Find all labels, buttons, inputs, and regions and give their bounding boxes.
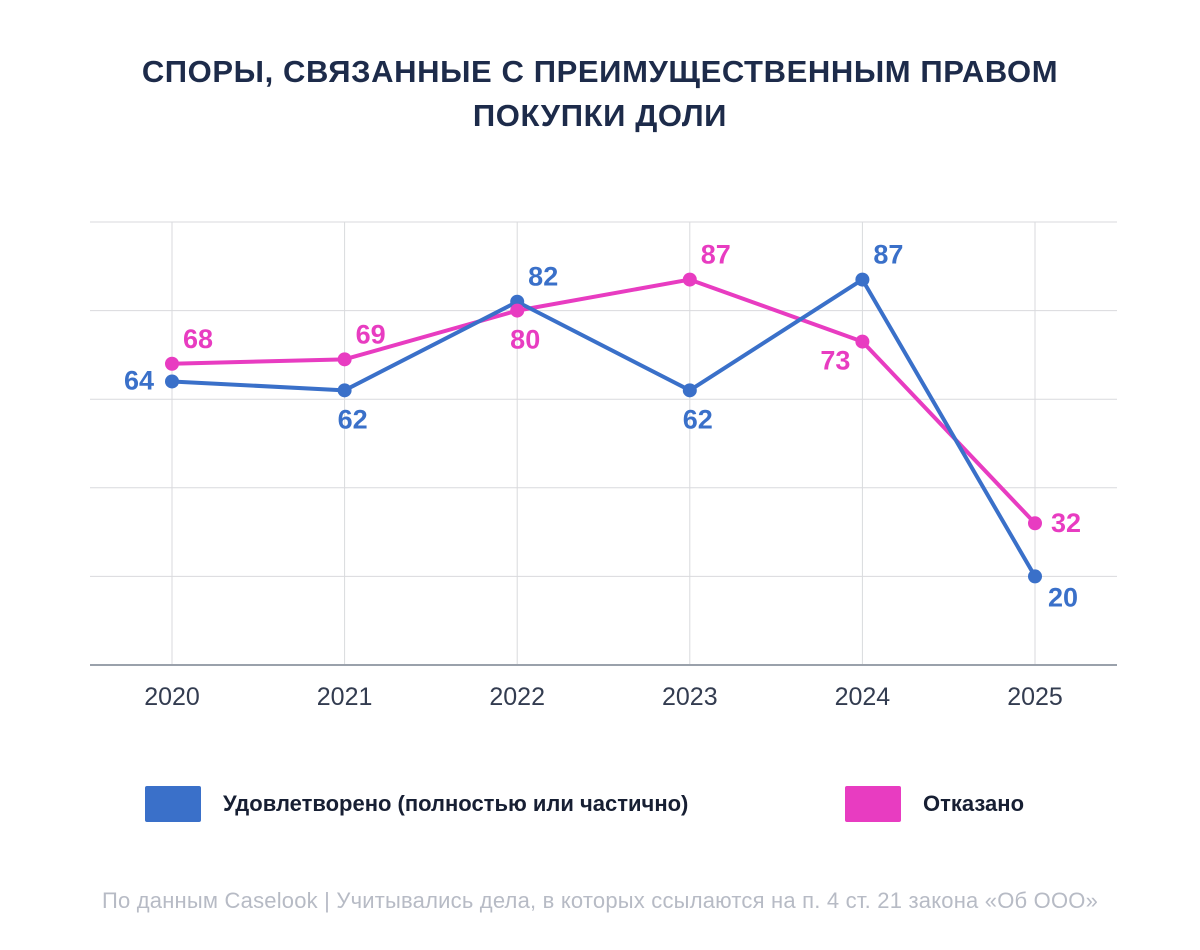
data-point [855,272,870,287]
legend-swatch-blue [145,786,201,822]
legend-label-denied: Отказано [923,791,1025,816]
page-title: СПОРЫ, СВЯЗАННЫЕ С ПРЕИМУЩЕСТВЕННЫМ ПРАВ… [0,50,1200,138]
data-label: 87 [701,240,731,270]
x-tick-label: 2020 [144,683,200,711]
data-point [1028,569,1042,584]
data-point [1028,516,1042,531]
data-label: 62 [683,404,713,434]
data-point [337,352,352,367]
data-label: 82 [528,262,558,292]
data-point [682,383,697,398]
series-line [170,277,1037,579]
legend-item-satisfied: Удовлетворено (полностью или частично) [145,786,688,822]
x-tick-label: 2024 [835,683,891,711]
page-title-text: СПОРЫ, СВЯЗАННЫЕ С ПРЕИМУЩЕСТВЕННЫМ ПРАВ… [141,54,1059,134]
data-label: 62 [338,404,368,434]
data-label: 73 [820,346,850,376]
data-label: 80 [510,325,540,355]
series-line [170,277,1037,526]
line-chart: 2020 2021 2022 2023 2024 2025 64 62 82 62 87 20 68 69… [90,221,1117,711]
data-point [855,334,870,349]
legend-item-denied: Отказано [845,786,1024,822]
data-label: 20 [1048,582,1078,612]
source-note: По данным Caselook | Учитывались дела, в… [101,888,1099,913]
data-point [510,303,525,318]
data-point [682,272,697,287]
x-tick-label: 2022 [489,683,545,711]
x-tick-label: 2021 [317,683,373,711]
data-label: 64 [124,365,154,395]
data-label: 68 [183,324,213,354]
legend-swatch-pink [845,786,901,822]
data-point [165,374,179,389]
data-label: 87 [873,240,903,270]
x-tick-label: 2023 [662,683,718,711]
data-label: 32 [1051,508,1081,538]
data-point [165,356,179,371]
data-label: 69 [356,319,386,349]
x-tick-label: 2025 [1007,683,1063,711]
data-point [337,383,352,398]
legend-label-satisfied: Удовлетворено (полностью или частично) [223,791,689,816]
legend: Удовлетворено (полностью или частично) О… [0,786,1200,826]
